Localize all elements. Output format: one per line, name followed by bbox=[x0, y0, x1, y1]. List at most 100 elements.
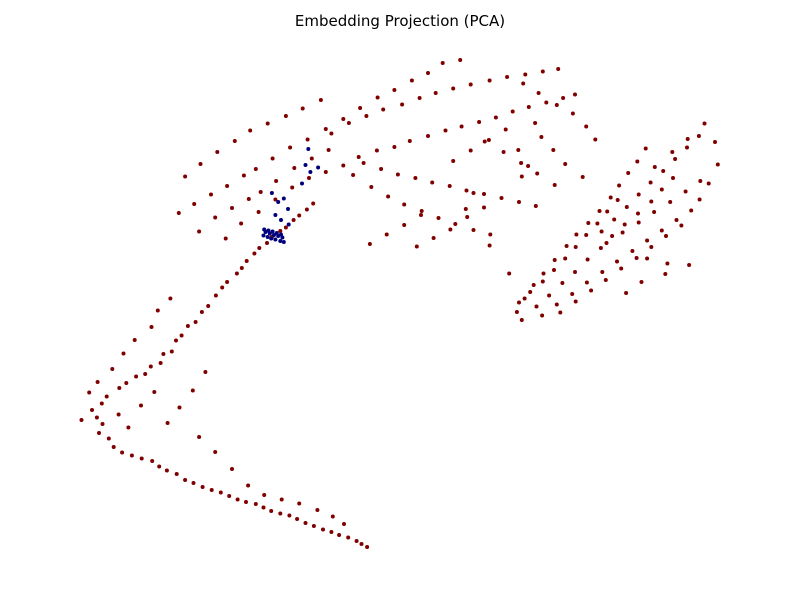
scatter-point bbox=[295, 517, 300, 521]
scatter-point bbox=[278, 229, 283, 233]
scatter-point bbox=[659, 187, 664, 192]
scatter-point bbox=[215, 150, 220, 154]
scatter-point bbox=[291, 218, 296, 222]
scatter-point bbox=[323, 127, 328, 131]
scatter-point bbox=[679, 223, 684, 228]
scatter-point bbox=[540, 313, 545, 318]
scatter-point bbox=[256, 210, 261, 214]
scatter-point bbox=[283, 225, 288, 230]
scatter-point bbox=[516, 148, 521, 152]
scatter-point bbox=[620, 230, 625, 235]
scatter-point bbox=[273, 197, 278, 202]
scatter-point bbox=[244, 259, 249, 263]
scatter-point bbox=[649, 199, 654, 204]
scatter-point bbox=[356, 155, 361, 159]
scatter-point bbox=[468, 82, 473, 87]
scatter-point bbox=[248, 128, 253, 133]
point-series-2 bbox=[261, 147, 321, 244]
scatter-point bbox=[715, 162, 720, 167]
scatter-point bbox=[570, 111, 575, 116]
scatter-point bbox=[482, 205, 486, 210]
scatter-point bbox=[365, 545, 370, 549]
scatter-point bbox=[417, 96, 422, 100]
scatter-point bbox=[487, 78, 492, 83]
scatter-point bbox=[451, 159, 456, 163]
scatter-point bbox=[526, 164, 531, 168]
scatter-point bbox=[209, 488, 214, 492]
scatter-point bbox=[702, 121, 707, 126]
scatter-point bbox=[648, 180, 653, 185]
scatter-point bbox=[599, 229, 604, 234]
scatter-point bbox=[689, 208, 694, 213]
scatter-point bbox=[95, 380, 100, 384]
scatter-point bbox=[253, 167, 258, 171]
scatter-point bbox=[258, 190, 263, 194]
scatter-point bbox=[465, 215, 470, 219]
scatter-point bbox=[281, 196, 286, 201]
scatter-point bbox=[286, 207, 290, 211]
scatter-point bbox=[274, 179, 279, 183]
scatter-point bbox=[290, 185, 295, 190]
scatter-point bbox=[261, 505, 266, 510]
scatter-point bbox=[580, 175, 585, 179]
scatter-point bbox=[528, 290, 533, 294]
scatter-point bbox=[257, 246, 262, 250]
scatter-point bbox=[584, 124, 589, 129]
scatter-point bbox=[409, 78, 414, 83]
scatter-point bbox=[183, 174, 188, 179]
scatter-point bbox=[531, 283, 536, 287]
scatter-point bbox=[612, 217, 617, 222]
scatter-point bbox=[104, 394, 109, 399]
scatter-point bbox=[600, 270, 605, 274]
scatter-point bbox=[501, 150, 506, 154]
scatter-point bbox=[554, 103, 559, 107]
scatter-point bbox=[431, 236, 436, 240]
scatter-point bbox=[706, 181, 711, 186]
scatter-point bbox=[269, 236, 274, 241]
scatter-point bbox=[645, 256, 650, 261]
scatter-point bbox=[304, 207, 309, 212]
scatter-point bbox=[169, 349, 174, 354]
scatter-point bbox=[636, 220, 641, 225]
scatter-point bbox=[517, 200, 521, 204]
scatter-point bbox=[539, 135, 544, 139]
scatter-point bbox=[143, 372, 148, 376]
scatter-point bbox=[713, 140, 717, 144]
scatter-point bbox=[661, 169, 666, 173]
scatter-point bbox=[213, 215, 218, 220]
scatter-point bbox=[311, 201, 316, 206]
scatter-point bbox=[280, 235, 285, 240]
scatter-point bbox=[533, 121, 538, 125]
scatter-point bbox=[197, 435, 202, 439]
scatter-point bbox=[436, 216, 441, 220]
scatter-point bbox=[615, 198, 620, 202]
scatter-point bbox=[519, 161, 524, 165]
scatter-point bbox=[270, 229, 275, 234]
scatter-point bbox=[341, 163, 346, 168]
scatter-point bbox=[673, 157, 678, 161]
scatter-point bbox=[552, 268, 556, 272]
scatter-point bbox=[561, 96, 566, 100]
scatter-point bbox=[315, 508, 320, 512]
scatter-point bbox=[674, 218, 679, 222]
scatter-point bbox=[150, 459, 155, 463]
scatter-point bbox=[687, 263, 692, 267]
scatter-point bbox=[468, 148, 473, 153]
scatter-point bbox=[564, 244, 569, 248]
scatter-point bbox=[430, 180, 435, 185]
scatter-point bbox=[471, 228, 476, 232]
scatter-point bbox=[321, 527, 325, 532]
scatter-point bbox=[451, 86, 456, 91]
scatter-point bbox=[586, 221, 591, 225]
scatter-point bbox=[276, 200, 281, 204]
scatter-point bbox=[149, 325, 154, 329]
scatter-point bbox=[584, 233, 589, 237]
scatter-point bbox=[552, 183, 557, 187]
scatter-point bbox=[386, 194, 391, 199]
scatter-point bbox=[361, 161, 366, 165]
scatter-point bbox=[384, 232, 389, 237]
scatter-point bbox=[262, 493, 267, 497]
scatter-point bbox=[330, 514, 335, 519]
scatter-point bbox=[392, 145, 397, 149]
scatter-point bbox=[624, 291, 629, 295]
